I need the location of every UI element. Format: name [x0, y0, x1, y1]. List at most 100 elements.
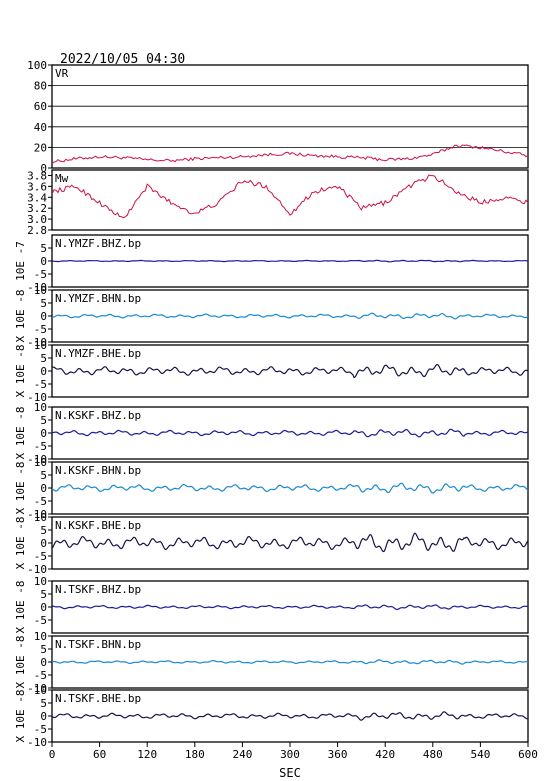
y-axis-label: X 10E -8	[14, 462, 27, 515]
x-tick-label: 240	[232, 748, 252, 761]
y-tick-label: 10	[34, 511, 47, 524]
series-line	[51, 363, 529, 379]
panel-frame	[51, 64, 529, 169]
y-tick-label: 0	[40, 656, 47, 669]
series-name: N.YMZF.BHN.bp	[55, 292, 141, 305]
y-tick-label: 0	[40, 710, 47, 723]
y-tick-label: 40	[34, 121, 47, 134]
y-tick-label: 3.8	[27, 169, 47, 182]
y-tick-label: -10	[27, 682, 47, 695]
y-tick-label: 10	[34, 630, 47, 643]
y-tick-label: 0	[40, 365, 47, 378]
y-tick-label: 80	[34, 80, 47, 93]
y-tick-label: 3.4	[27, 191, 47, 204]
y-tick-label: 0	[40, 427, 47, 440]
series-line	[51, 428, 529, 438]
y-tick-label: 10	[34, 339, 47, 352]
y-tick-label: 10	[34, 401, 47, 414]
x-tick-label: 360	[328, 748, 348, 761]
y-tick-label: -5	[34, 268, 47, 281]
x-tick-label: 600	[518, 748, 538, 761]
series-name: N.YMZF.BHE.bp	[55, 347, 141, 360]
y-tick-label: 3.6	[27, 180, 47, 193]
y-tick-label: 0	[40, 162, 47, 175]
y-axis-label: X 10E -8	[14, 345, 27, 398]
y-tick-label: 5	[40, 697, 47, 710]
y-axis-label: X 10E -8	[14, 636, 27, 689]
series-name: VR	[55, 67, 69, 80]
series-line	[51, 174, 529, 219]
x-tick-label: 420	[375, 748, 395, 761]
y-tick-label: 0	[40, 537, 47, 550]
series-line	[51, 604, 528, 611]
x-tick-label: 300	[280, 748, 300, 761]
y-axis-label: X 10E -8	[14, 690, 27, 743]
y-tick-label: 0	[40, 601, 47, 614]
x-tick-label: 180	[185, 748, 205, 761]
x-axis: 0 60 120 180 240 300 360 420 480 540 600	[49, 742, 538, 761]
y-tick-label: -5	[34, 440, 47, 453]
y-tick-label: -5	[34, 550, 47, 563]
y-tick-label: 3.0	[27, 213, 47, 226]
y-tick-label: -5	[34, 323, 47, 336]
y-tick-label: -10	[27, 281, 47, 294]
y-tick-label: 5	[40, 524, 47, 537]
y-axis-label: X 10E -8	[14, 581, 27, 634]
y-tick-label: 10	[34, 456, 47, 469]
y-tick-label: -10	[27, 508, 47, 521]
y-tick-label: 60	[34, 100, 47, 113]
y-tick-label: -5	[34, 614, 47, 627]
series-line	[51, 144, 529, 164]
x-tick-label: 540	[470, 748, 490, 761]
y-tick-label: -5	[34, 669, 47, 682]
y-tick-label: -10	[27, 336, 47, 349]
y-tick-label: 0	[40, 310, 47, 323]
x-tick-label: 60	[93, 748, 106, 761]
series-line	[51, 659, 529, 665]
panel-1: 0 20 40 60 80 100 VR	[27, 59, 529, 175]
y-tick-label: -10	[27, 391, 47, 404]
y-tick-label: 5	[40, 297, 47, 310]
y-axis-label: 10E -7	[14, 241, 27, 281]
y-axis-label: X 10E -8	[14, 290, 27, 343]
series-name: N.KSKF.BHN.bp	[55, 464, 141, 477]
y-tick-label: 0	[40, 482, 47, 495]
x-tick-label: 120	[137, 748, 157, 761]
y-tick-label: 2.8	[27, 224, 47, 237]
y-tick-label: 10	[34, 575, 47, 588]
y-tick-label: 5	[40, 414, 47, 427]
y-tick-label: -5	[34, 378, 47, 391]
y-tick-label: -10	[27, 453, 47, 466]
y-tick-label: 0	[40, 255, 47, 268]
y-tick-label: 100	[27, 59, 47, 72]
x-tick-label: 0	[49, 748, 56, 761]
series-name: N.TSKF.BHE.bp	[55, 692, 141, 705]
y-axis-label: X 10E -8	[14, 407, 27, 460]
y-tick-label: 20	[34, 141, 47, 154]
series-name: N.KSKF.BHE.bp	[55, 519, 141, 532]
y-tick-label: 10	[34, 284, 47, 297]
y-tick-label: 5	[40, 588, 47, 601]
series-line	[51, 532, 529, 553]
y-tick-label: -10	[27, 736, 47, 749]
y-tick-label: 5	[40, 643, 47, 656]
y-tick-label: 3.2	[27, 202, 47, 215]
panel-2: 2.83.03.23.43.63.8 Mw	[27, 169, 529, 237]
series-name: N.TSKF.BHZ.bp	[55, 583, 141, 596]
x-axis-label: SEC	[279, 766, 301, 780]
series-name: Mw	[55, 172, 69, 185]
y-tick-label: 10	[34, 684, 47, 697]
series-line	[51, 482, 529, 494]
y-tick-label: -10	[27, 563, 47, 576]
series-line	[52, 259, 529, 263]
